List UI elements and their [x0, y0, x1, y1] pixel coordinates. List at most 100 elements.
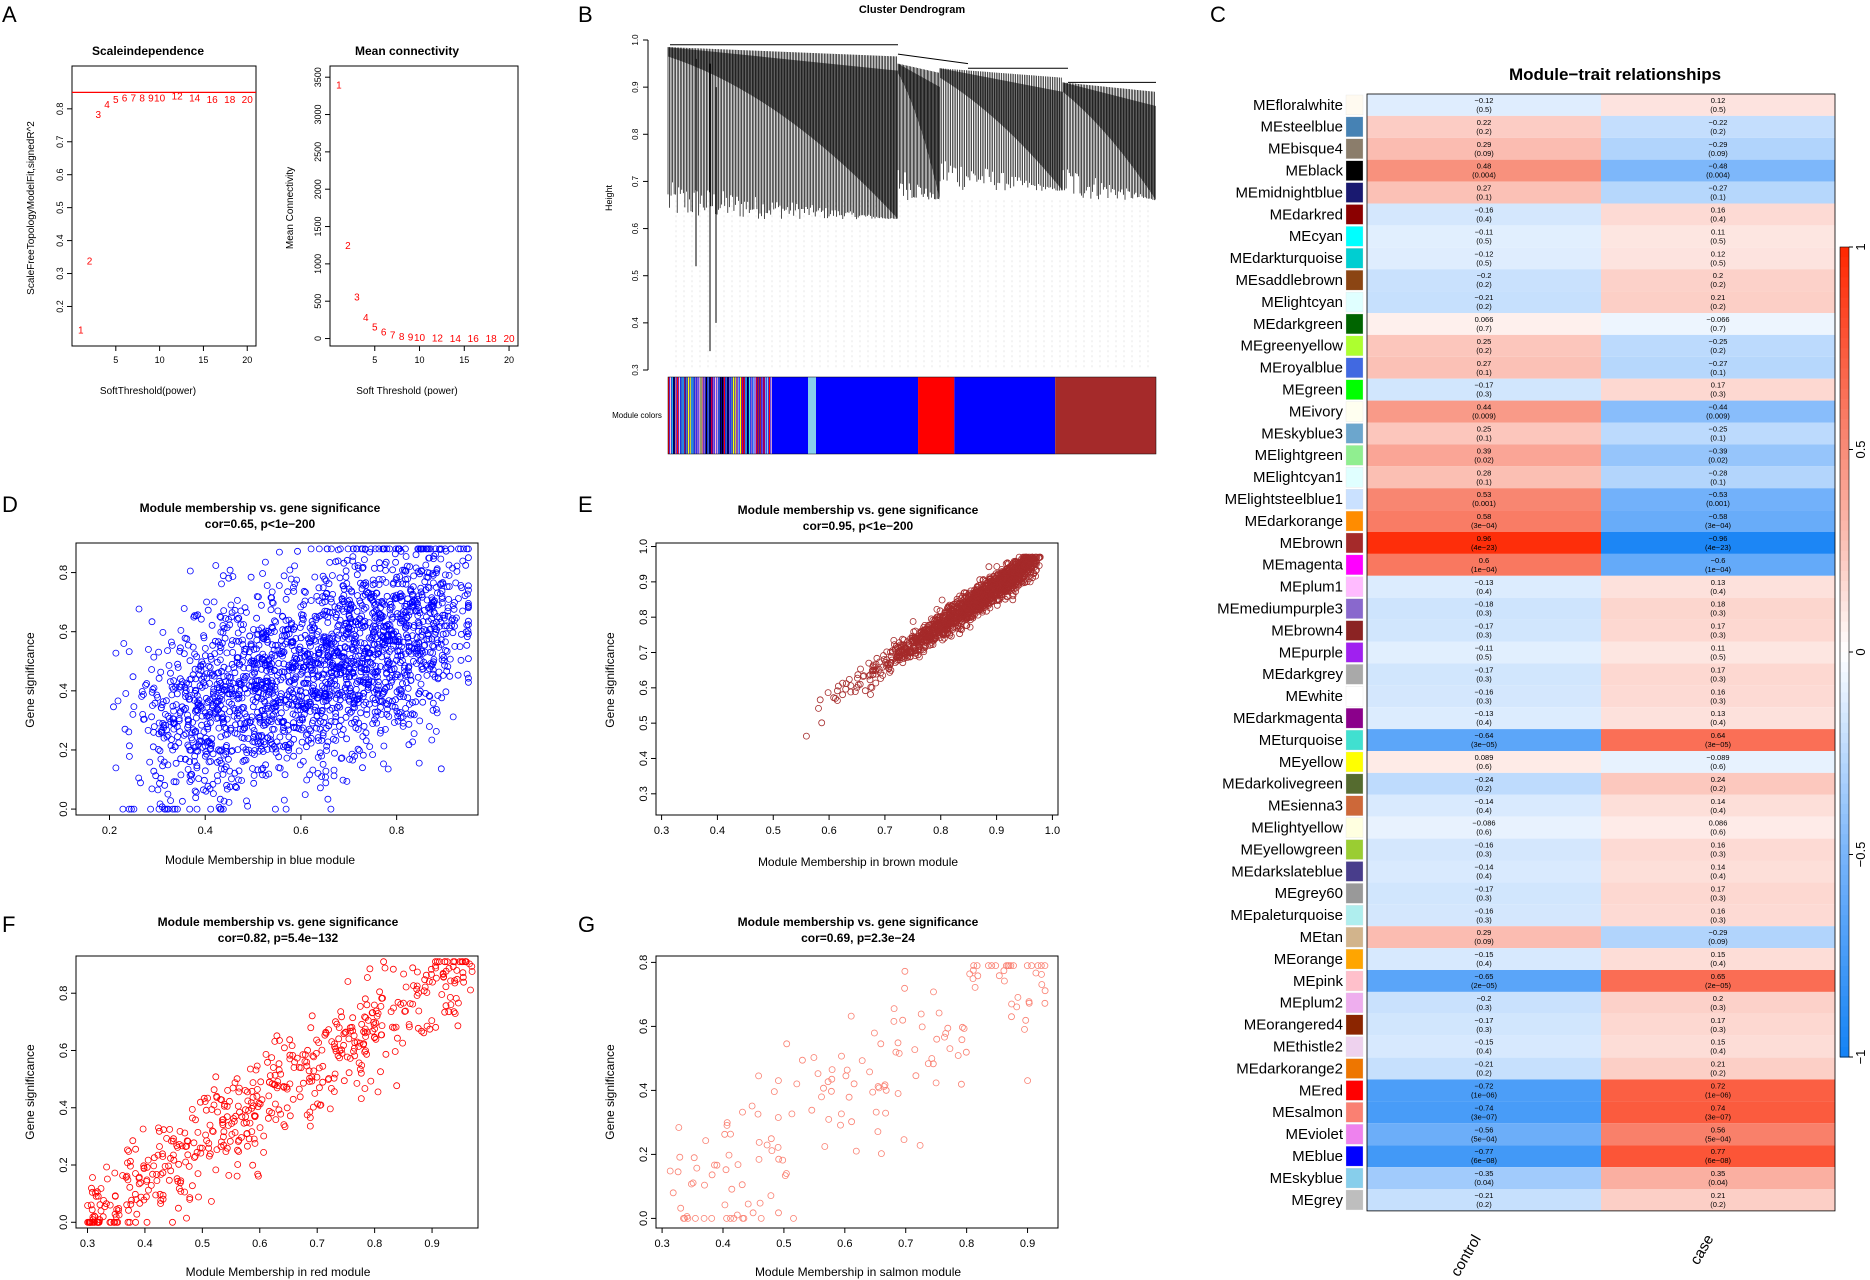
module-label: MEblack	[1285, 162, 1343, 179]
heatmap-cell	[1367, 422, 1601, 445]
module-color-stripe	[754, 377, 756, 454]
data-point	[1021, 562, 1028, 569]
heatmap-cell	[1601, 772, 1835, 795]
y-tick-label: 0.5	[55, 201, 65, 214]
data-point	[883, 661, 891, 669]
correlation-value: 0.65	[1711, 972, 1726, 981]
data-point	[177, 771, 185, 779]
data-point	[164, 647, 171, 654]
data-point	[433, 709, 441, 717]
data-point	[243, 713, 251, 721]
data-point	[159, 629, 167, 636]
p-value: (0.3)	[1476, 893, 1492, 902]
module-label: MEdarkmagenta	[1233, 710, 1344, 727]
data-point	[342, 713, 350, 721]
data-point	[181, 755, 189, 763]
data-point	[222, 750, 230, 758]
data-point	[423, 573, 431, 581]
module-label: MEdarkturquoise	[1230, 250, 1343, 267]
data-point	[227, 682, 235, 690]
y-tick-label: 0.7	[55, 136, 65, 149]
data-point	[310, 636, 318, 644]
module-label: MEbrown	[1280, 535, 1343, 552]
module-color-stripe	[689, 377, 691, 454]
data-point	[125, 728, 133, 736]
correlation-value: −0.53	[1709, 490, 1728, 499]
data-point	[283, 625, 291, 633]
data-point	[939, 636, 946, 644]
y-tick-label: 0.9	[638, 574, 650, 589]
correlation-value: 0.14	[1711, 863, 1726, 872]
data-point	[439, 672, 447, 679]
data-point	[335, 621, 343, 629]
module-color-stripe	[687, 377, 689, 454]
data-point	[432, 706, 440, 713]
module-color-swatch	[1345, 313, 1364, 335]
module-label: MEpurple	[1279, 644, 1343, 661]
data-point	[227, 726, 235, 734]
data-point	[258, 706, 266, 714]
correlation-value: −0.74	[1475, 1103, 1494, 1112]
x-tick-label: 0.6	[821, 825, 836, 837]
colorbar-step	[1840, 733, 1849, 744]
data-point	[296, 663, 304, 671]
data-point	[880, 656, 888, 663]
module-label: MEyellowgreen	[1240, 841, 1343, 858]
heatmap-cell	[1367, 356, 1601, 379]
data-point	[344, 657, 352, 665]
data-point	[229, 649, 237, 656]
heatmap-cell	[1601, 685, 1835, 708]
data-point	[375, 576, 383, 583]
data-point	[977, 606, 985, 613]
x-axis-label: Module Membership in blue module	[165, 853, 355, 867]
p-value: (0.4)	[1476, 587, 1492, 596]
data-point	[445, 561, 453, 569]
module-color-swatch	[1345, 861, 1364, 882]
data-point	[241, 604, 249, 611]
p-value: (0.4)	[1710, 587, 1726, 596]
y-tick-label: 0.5	[638, 716, 650, 731]
data-point	[159, 698, 167, 705]
p-value: (4e−23)	[1705, 543, 1732, 552]
colorbar-step	[1840, 500, 1849, 511]
data-point	[260, 629, 268, 636]
module-color-stripe	[704, 377, 706, 454]
heatmap-row: MEmidnightblue 0.27(0.1)−0.27(0.1)	[1235, 181, 1835, 204]
module-color-stripe	[727, 377, 729, 454]
data-point	[224, 690, 232, 698]
correlation-value: 0.22	[1477, 118, 1492, 127]
data-point	[851, 688, 859, 695]
data-point	[287, 575, 295, 583]
y-tick-label: 0.3	[631, 364, 640, 376]
data-point	[885, 665, 893, 673]
data-point	[991, 583, 999, 591]
data-point	[204, 698, 212, 705]
data-point	[436, 615, 444, 622]
data-point	[326, 559, 334, 566]
data-point	[306, 650, 314, 658]
data-point	[440, 657, 448, 665]
data-point	[359, 593, 367, 600]
heatmap-row: MEpaleturquoise −0.16(0.3)0.16(0.3)	[1230, 904, 1835, 927]
chart-subtitle: cor=0.95, p<1e−200	[803, 519, 914, 533]
p-value: (0.1)	[1476, 193, 1492, 202]
data-point	[409, 738, 417, 746]
data-point	[946, 631, 953, 639]
data-point	[973, 583, 981, 591]
data-point	[182, 730, 190, 738]
data-point	[318, 682, 326, 690]
module-color-stripe	[808, 377, 816, 454]
module-color-swatch	[1345, 204, 1364, 225]
data-point	[430, 656, 438, 663]
data-point	[164, 805, 172, 813]
data-point	[195, 738, 203, 745]
data-point	[253, 659, 261, 667]
data-point	[185, 680, 193, 688]
p-value: (2e−05)	[1705, 981, 1732, 990]
correlation-value: 0.48	[1477, 162, 1492, 171]
data-point	[239, 704, 246, 711]
data-point	[190, 613, 198, 621]
data-point	[373, 719, 381, 727]
power-point-label: 18	[486, 334, 498, 345]
data-point	[185, 743, 193, 751]
